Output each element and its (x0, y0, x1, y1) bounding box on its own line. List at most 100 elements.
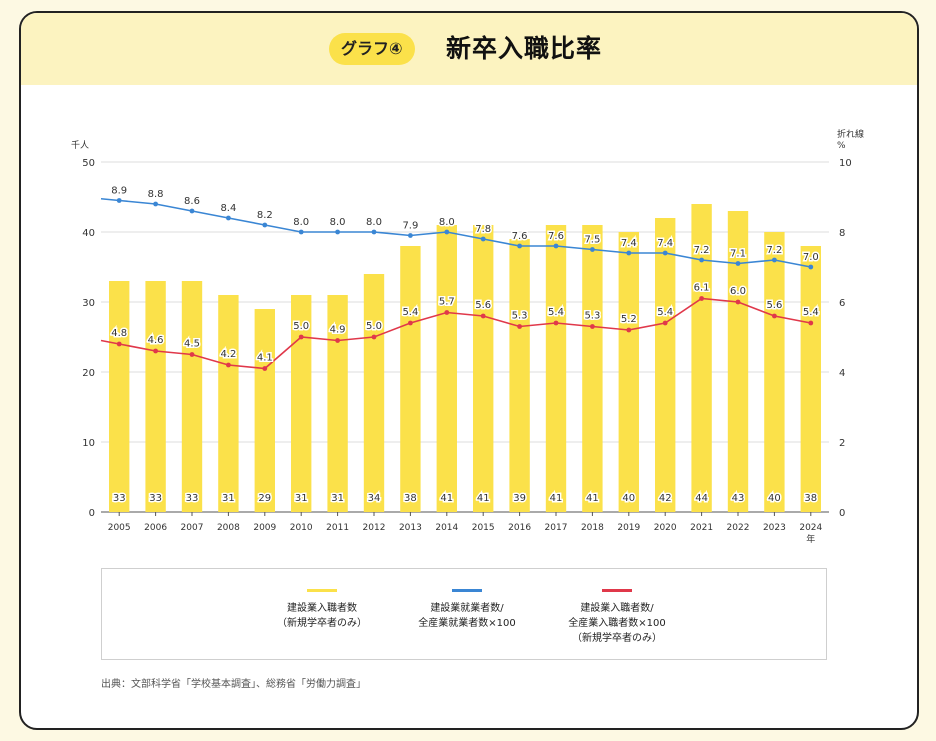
chart-title: 新卒入職比率 (446, 34, 603, 63)
employment-ratio-point (444, 229, 450, 235)
new-grad-ratio-point (371, 334, 377, 340)
bar-value-label: 38 (804, 493, 817, 504)
new-grad-ratio-label: 6.0 (730, 286, 746, 297)
new-grad-ratio-label: 5.4 (657, 307, 673, 318)
employment-ratio-point (517, 243, 522, 249)
x-tick-label: 2014 (435, 523, 458, 533)
new-grad-ratio-point (662, 320, 668, 326)
employment-ratio-label: 8.0 (366, 217, 382, 228)
y-right-unit-label: % (837, 141, 846, 151)
x-tick-label: 2023 (763, 523, 786, 533)
bar (691, 204, 712, 512)
bar-value-label: 42 (659, 493, 672, 504)
new-grad-ratio-point (626, 327, 632, 333)
employment-ratio-label: 7.4 (657, 238, 673, 249)
new-grad-ratio-point (553, 320, 559, 326)
y-right-tick-label: 2 (839, 438, 845, 449)
new-grad-ratio-point (262, 366, 268, 371)
bar-value-label: 31 (222, 493, 235, 504)
x-tick-label: 2022 (727, 523, 750, 533)
employment-ratio-label: 7.5 (584, 235, 600, 246)
legend-swatch-bar (307, 589, 337, 592)
new-grad-ratio-label: 5.6 (475, 300, 491, 311)
employment-ratio-point (735, 261, 741, 266)
x-tick-label: 2012 (363, 523, 386, 533)
new-grad-ratio-point (590, 324, 595, 329)
employment-ratio-point (480, 236, 486, 242)
employment-ratio-point (553, 243, 559, 249)
new-grad-ratio-point (772, 313, 777, 319)
y-left-tick-label: 50 (82, 158, 95, 169)
new-grad-ratio-point (735, 299, 741, 305)
employment-ratio-label: 7.8 (475, 224, 491, 235)
x-tick-label: 2007 (181, 523, 204, 533)
bar-value-label: 41 (586, 493, 599, 504)
new-grad-ratio-label: 5.7 (439, 297, 455, 308)
new-grad-ratio-label: 5.4 (548, 307, 564, 318)
employment-ratio-point (408, 233, 413, 238)
new-grad-ratio-label: 5.4 (803, 307, 819, 318)
employment-ratio-label: 8.0 (439, 217, 455, 228)
y-left-tick-label: 10 (82, 438, 95, 449)
bar-value-label: 31 (331, 493, 344, 504)
bar-value-label: 33 (113, 493, 126, 504)
new-grad-ratio-point (116, 341, 122, 347)
y-right-tick-label: 0 (839, 508, 845, 519)
bar (109, 281, 130, 512)
new-grad-ratio-point (335, 338, 340, 343)
employment-ratio-label: 8.9 (111, 186, 127, 197)
x-tick-label: 2009 (253, 523, 276, 533)
legend-swatch-red-line (602, 589, 632, 592)
bar-value-label: 41 (550, 493, 563, 504)
x-tick-label: 2008 (217, 523, 240, 533)
y-left-tick-label: 40 (82, 228, 95, 239)
employment-ratio-point (626, 250, 632, 256)
chart-card: グラフ④ 新卒入職比率 0 10 20 30 40 50 0 2 4 6 8 10 千人 折れ線% 8.9 8… (19, 11, 919, 730)
new-grad-ratio-point (808, 320, 814, 326)
bar-value-label: 44 (695, 493, 708, 504)
bar (363, 274, 385, 512)
bar-value-label: 40 (768, 493, 781, 504)
new-grad-ratio-label: 4.6 (148, 335, 164, 346)
employment-ratio-point (226, 215, 231, 221)
x-unit-label: 年 (806, 533, 815, 545)
employment-ratio-point (298, 229, 304, 235)
bar-value-label: 39 (513, 493, 526, 504)
bar (400, 246, 421, 512)
employment-ratio-point (808, 264, 814, 270)
y-right-unit-label: 折れ線 (837, 128, 864, 140)
employment-ratio-point (189, 208, 195, 214)
x-tick-label: 2005 (108, 523, 131, 533)
x-tick-label: 2018 (581, 523, 604, 533)
bar-value-label: 33 (186, 493, 199, 504)
bar-value-label: 43 (732, 493, 745, 504)
source-note: 出典：文部科学省「学校基本調査」、総務省「労働力調査」 (101, 679, 366, 690)
employment-ratio-point (116, 198, 122, 203)
new-grad-ratio-point (153, 348, 159, 354)
x-tick-label: 2020 (654, 523, 677, 533)
new-grad-ratio-label: 5.3 (584, 311, 600, 322)
new-grad-ratio-label: 5.2 (621, 314, 637, 325)
legend-text: （新規学卒者のみ） (572, 633, 662, 644)
employment-ratio-label: 7.9 (402, 221, 418, 232)
employment-ratio-point (590, 247, 595, 252)
y-left-tick-label: 20 (82, 368, 95, 379)
employment-ratio-label: 7.6 (512, 231, 528, 242)
new-grad-ratio-point (408, 320, 413, 326)
bar-value-label: 38 (404, 493, 417, 504)
employment-ratio-point (699, 257, 704, 263)
bar (545, 225, 567, 512)
x-tick-label: 2024 (799, 523, 822, 533)
x-tick-label: 2019 (617, 523, 640, 533)
bar (582, 225, 603, 512)
employment-ratio-label: 7.0 (803, 252, 819, 263)
y-right-tick-label: 8 (839, 228, 845, 239)
legend-swatch-blue-line (452, 589, 482, 592)
legend-item-bar: 建設業入職者数 （新規学卒者のみ） (252, 589, 392, 631)
y-left-tick-label: 30 (82, 298, 95, 309)
bar (618, 232, 639, 512)
employment-ratio-label: 7.6 (548, 231, 564, 242)
card-header: グラフ④ 新卒入職比率 (21, 13, 917, 85)
new-grad-ratio-label: 5.0 (366, 321, 382, 332)
bar (509, 239, 530, 512)
